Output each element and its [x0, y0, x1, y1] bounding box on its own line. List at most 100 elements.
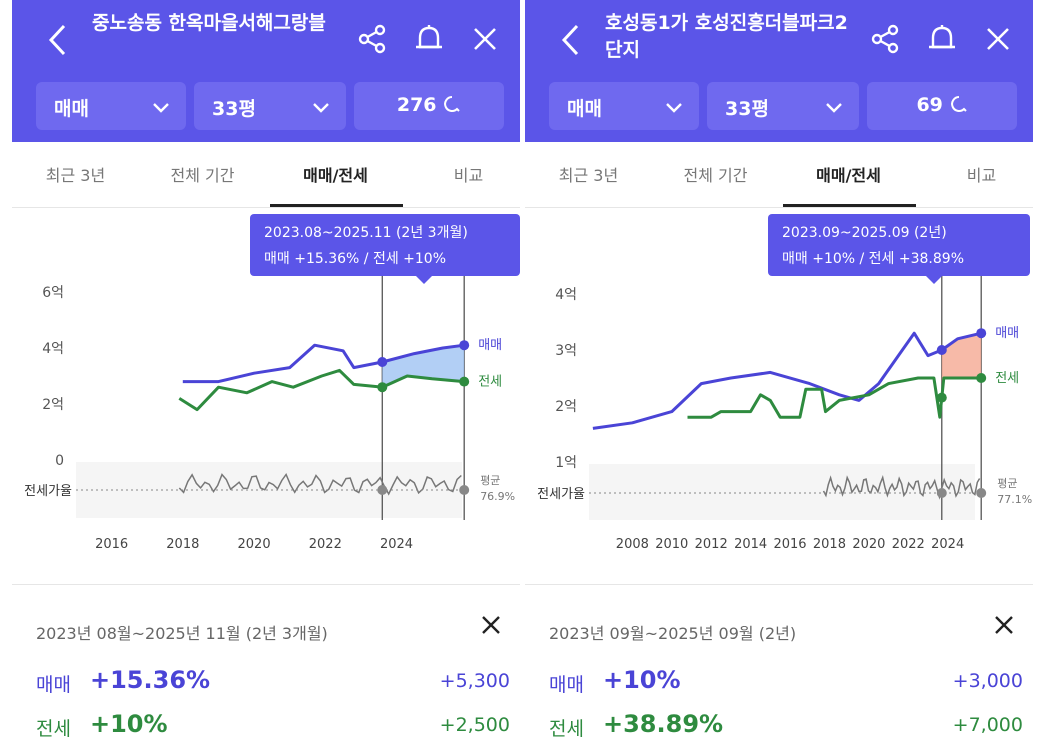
close-icon[interactable]	[468, 22, 502, 56]
tab-bar: 최근 3년 전체 기간 매매/전세 비교	[12, 142, 520, 208]
ratio-band	[76, 462, 462, 518]
ratio-label: 전세가율	[24, 484, 72, 499]
sale-change-pct: +10%	[603, 666, 681, 694]
tooltip-period: 2023.08~2025.11 (2년 3개월)	[264, 225, 468, 241]
x-tick-label: 2008	[616, 537, 649, 552]
tooltip-box	[250, 214, 520, 276]
sale-label: 매매	[36, 674, 71, 696]
apartment-panel-right: 호성동1가 호성진흥더블파크2단지 매매 33평 69 최근 3년 전체 기간 …	[525, 0, 1033, 756]
y-tick-label: 4억	[42, 341, 64, 357]
sale-label: 매매	[549, 674, 584, 696]
ratio-end-point	[976, 488, 987, 498]
y-tick-label: 0	[55, 453, 64, 469]
tooltip-change: 매매 +10% / 전세 +38.89%	[782, 251, 964, 267]
x-tick-label: 2024	[380, 537, 413, 552]
y-tick-label: 4억	[555, 287, 577, 303]
jeonse-ratio-line	[178, 472, 462, 496]
jeonse-series-line	[687, 376, 982, 419]
tab-recent-3y[interactable]: 최근 3년	[558, 166, 619, 185]
jeonse-start-point	[936, 392, 947, 403]
ratio-band	[589, 464, 975, 520]
selected-range: 2023년 08월~2025년 11월 (2년 3개월)	[36, 624, 328, 643]
sale-start-point	[377, 357, 388, 367]
chevron-down-icon	[313, 103, 329, 113]
chat-bubble-icon	[950, 96, 967, 112]
tab-bar: 최근 3년 전체 기간 매매/전세 비교	[525, 142, 1033, 208]
tab-recent-3y[interactable]: 최근 3년	[45, 166, 106, 185]
jeonse-ratio-line	[822, 474, 981, 500]
sale-end-point	[459, 340, 470, 351]
jeonse-change-pct: +10%	[90, 710, 168, 738]
y-tick-label: 6억	[42, 285, 64, 301]
jeonse-label: 전세	[549, 718, 584, 740]
ratio-label: 전세가율	[537, 487, 585, 502]
close-icon[interactable]	[981, 22, 1015, 56]
sale-series-line	[592, 331, 982, 430]
x-tick-label: 2020	[852, 537, 885, 552]
transaction-count-button[interactable]: 276	[354, 82, 504, 130]
tooltip-arrow	[416, 276, 432, 284]
share-icon[interactable]	[355, 22, 389, 56]
back-icon[interactable]	[44, 20, 72, 60]
y-tick-label: 1억	[555, 455, 577, 471]
share-icon[interactable]	[868, 22, 902, 56]
legend-jeonse: 전세	[478, 375, 502, 390]
x-tick-label: 2016	[773, 537, 806, 552]
tab-compare[interactable]: 비교	[453, 166, 484, 185]
summary-close-icon[interactable]	[991, 612, 1017, 638]
apartment-panel-left: 중노송동 한옥마을서해그랑블 매매 33평 276 최근 3년 전체 기간 매매…	[12, 0, 520, 756]
summary-close-icon[interactable]	[478, 612, 504, 638]
x-tick-label: 2022	[892, 537, 925, 552]
jeonse-change-pct: +38.89%	[603, 710, 724, 738]
size-select[interactable]: 33평	[707, 82, 859, 130]
tab-sale-jeonse[interactable]: 매매/전세	[303, 166, 368, 185]
sale-change-pct: +15.36%	[90, 666, 211, 694]
tooltip-box	[768, 214, 1030, 276]
jeonse-end-point	[976, 373, 987, 383]
price-chart[interactable]: 4억 3억 2억 1억 2008 2010 2012 2014 2016 2018 2020 2022…	[525, 208, 1033, 584]
jeonse-series-line	[178, 368, 465, 412]
selection-area	[941, 333, 982, 398]
tab-compare[interactable]: 비교	[966, 166, 997, 185]
x-tick-label: 2020	[238, 537, 271, 552]
ratio-avg-label: 평균	[480, 474, 500, 487]
jeonse-label: 전세	[36, 718, 71, 740]
header: 호성동1가 호성진흥더블파크2단지 매매 33평 69	[525, 0, 1033, 142]
trade-type-select[interactable]: 매매	[549, 82, 699, 130]
x-tick-label: 2024	[931, 537, 964, 552]
jeonse-change-amount: +2,500	[439, 714, 510, 736]
y-tick-label: 3억	[555, 343, 577, 359]
size-select[interactable]: 33평	[194, 82, 346, 130]
legend-sale: 매매	[995, 326, 1019, 341]
tab-sale-jeonse[interactable]: 매매/전세	[816, 166, 881, 185]
bell-icon[interactable]	[925, 22, 959, 56]
x-tick-label: 2022	[309, 537, 342, 552]
y-tick-label: 2억	[555, 399, 577, 415]
ratio-start-point	[377, 485, 388, 495]
transaction-count: 276	[396, 94, 437, 116]
ratio-avg-value: 76.9%	[480, 490, 515, 503]
legend-jeonse: 전세	[995, 371, 1019, 386]
x-tick-label: 2018	[813, 537, 846, 552]
sale-start-point	[936, 345, 947, 355]
active-tab-indicator	[270, 204, 403, 207]
sale-change-amount: +5,300	[439, 670, 510, 692]
sale-end-point	[976, 328, 987, 339]
ratio-start-point	[936, 488, 947, 498]
bell-icon[interactable]	[412, 22, 446, 56]
legend-sale: 매매	[478, 338, 502, 353]
chat-bubble-icon	[444, 96, 460, 112]
transaction-count-button[interactable]: 69	[867, 82, 1017, 130]
back-icon[interactable]	[557, 20, 585, 60]
jeonse-start-point	[377, 382, 388, 393]
tab-all-period[interactable]: 전체 기간	[683, 166, 748, 185]
y-tick-label: 2억	[42, 397, 64, 413]
tooltip-arrow	[926, 276, 942, 284]
chevron-down-icon	[666, 103, 682, 113]
tab-all-period[interactable]: 전체 기간	[170, 166, 235, 185]
x-tick-label: 2010	[655, 537, 688, 552]
ratio-avg-label: 평균	[997, 477, 1017, 490]
trade-type-select[interactable]: 매매	[36, 82, 186, 130]
selected-range: 2023년 09월~2025년 09월 (2년)	[549, 624, 797, 643]
